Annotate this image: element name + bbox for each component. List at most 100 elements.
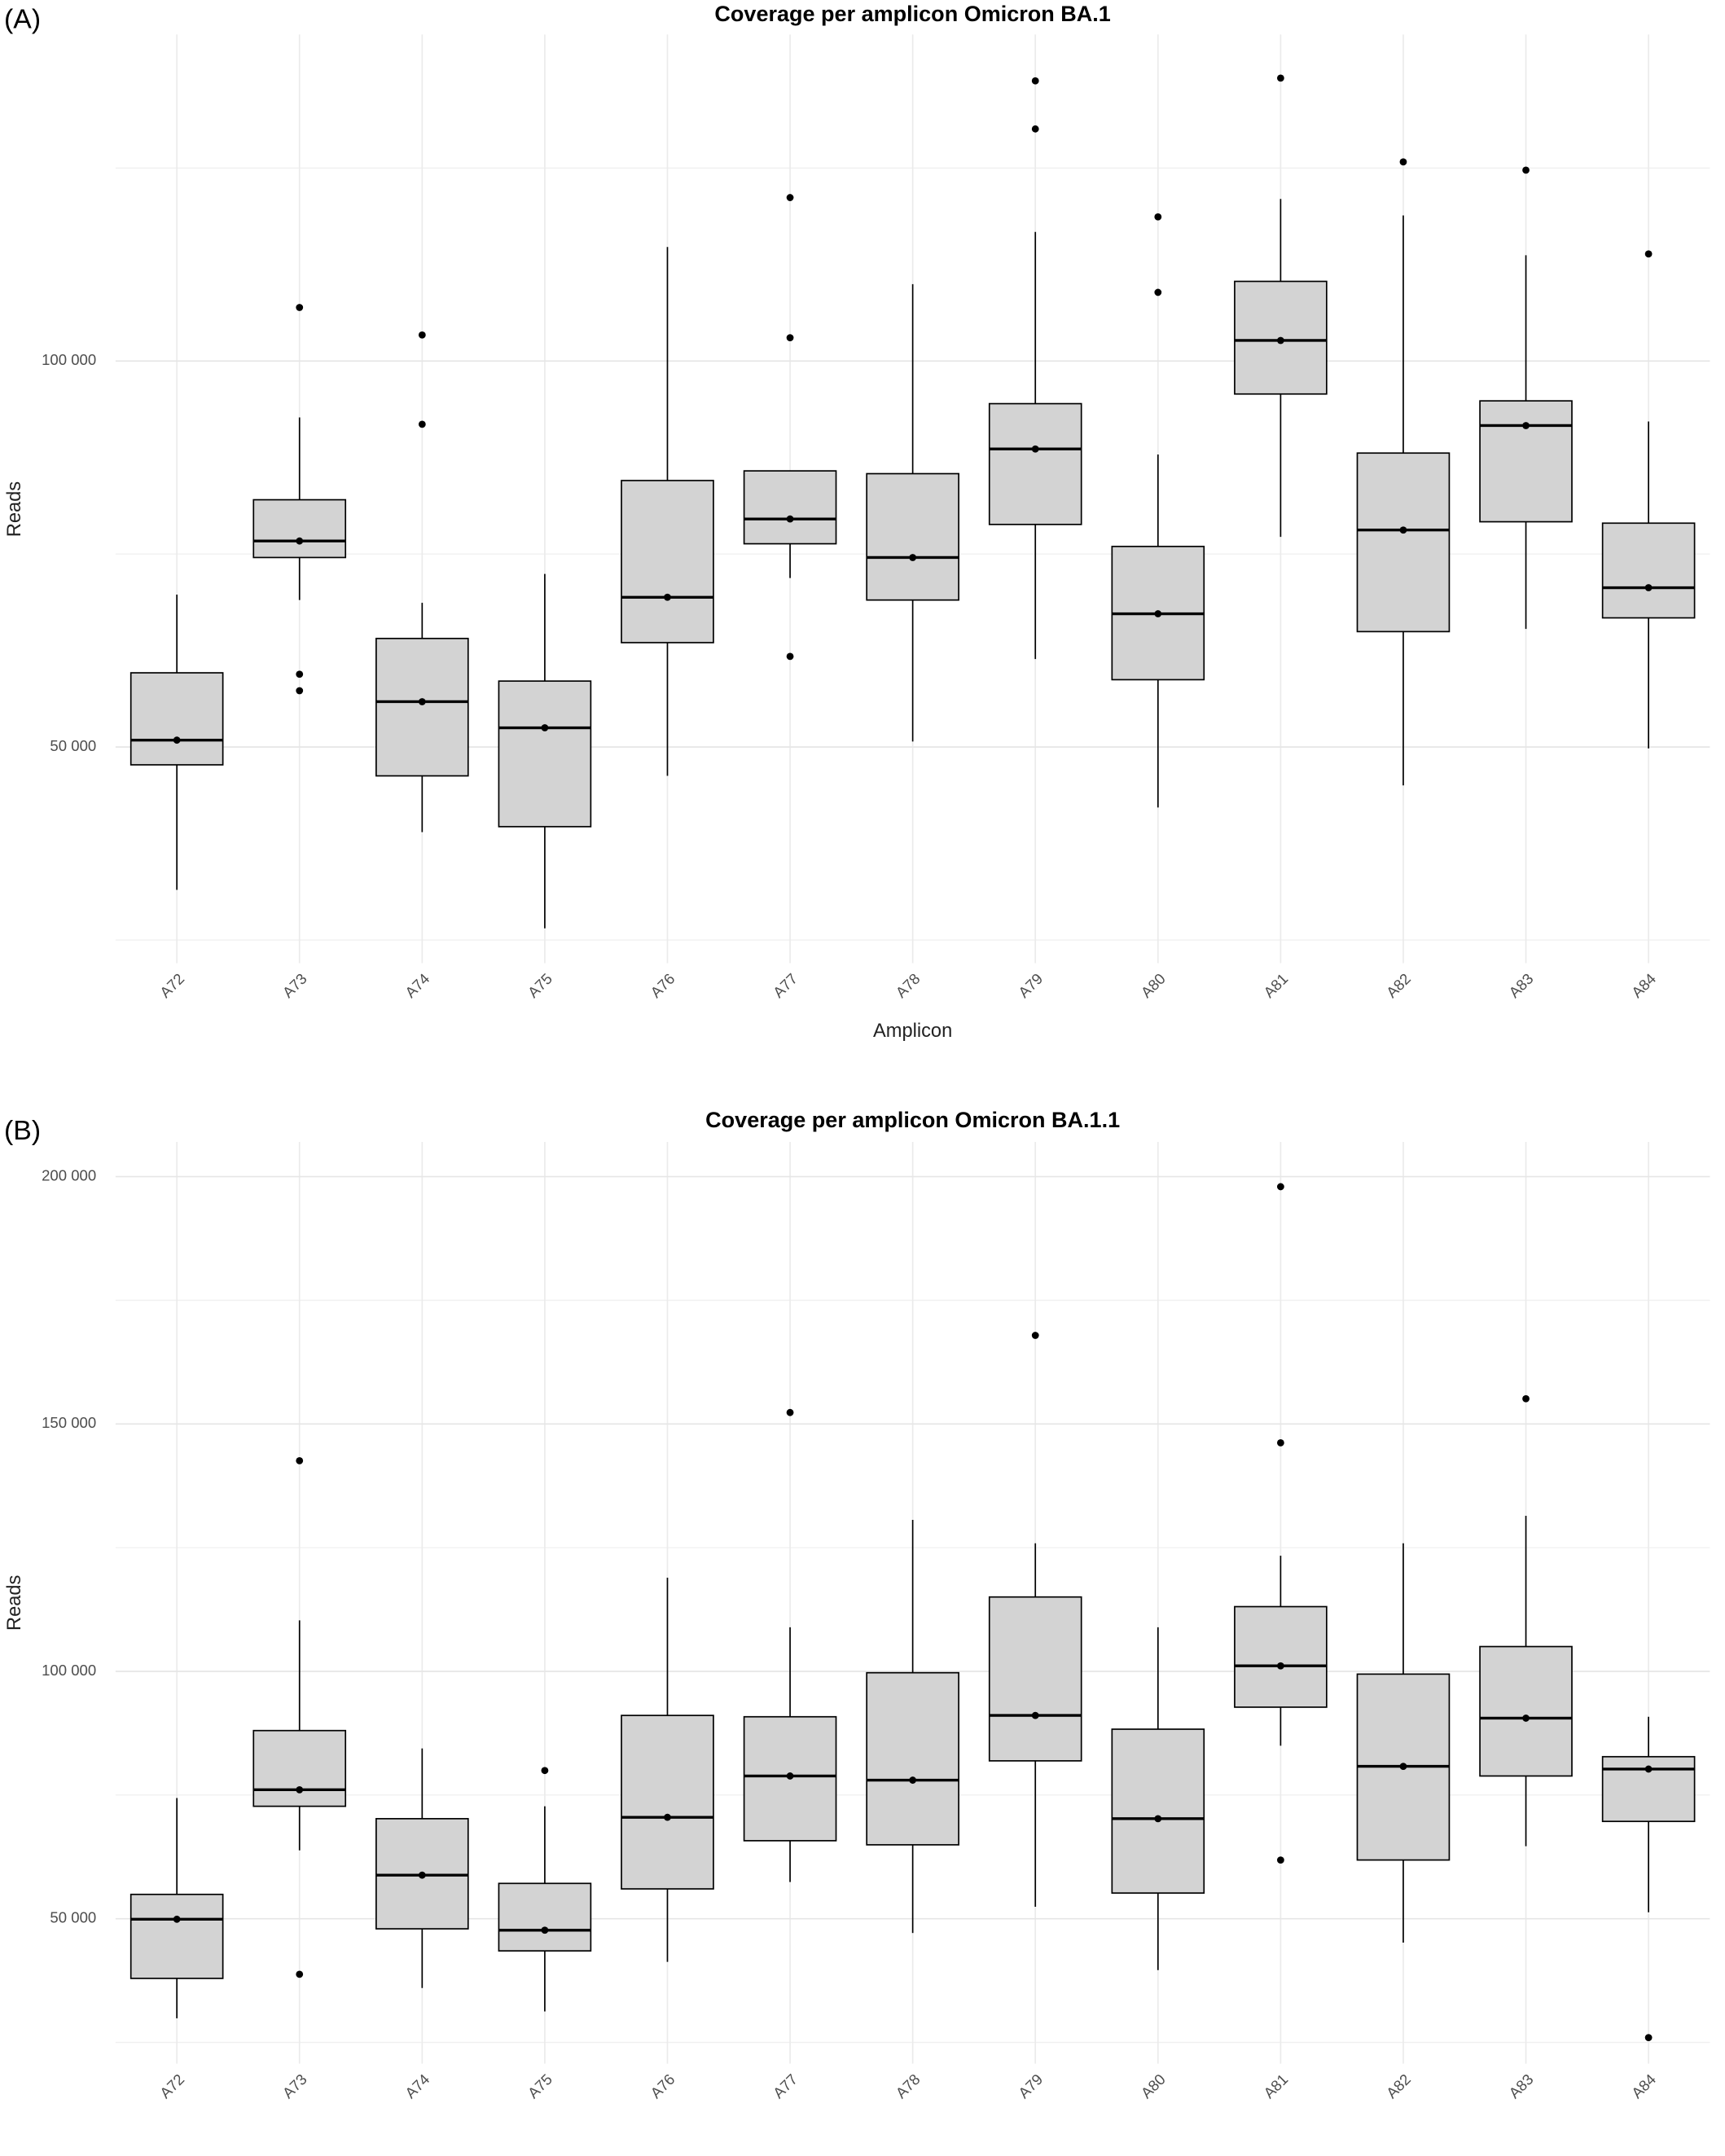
outlier [296,1970,304,1978]
outlier [541,1767,549,1775]
outlier [1522,1394,1530,1403]
box [1479,400,1573,523]
median-dot [173,1915,181,1923]
x-tick-label: A81 [1260,2070,1291,2101]
median-dot [1399,526,1407,534]
outlier [1031,77,1039,85]
x-tick-label: A78 [892,970,923,1001]
x-tick-label: A80 [1138,2070,1169,2101]
box [252,498,347,559]
outlier [1276,1438,1284,1447]
x-tick-label: A73 [279,970,310,1001]
outlier [1031,125,1039,133]
outlier [1031,1332,1039,1339]
box [866,472,959,601]
median-dot [1522,1715,1530,1722]
x-tick-label: A74 [402,2070,432,2101]
y-tick-label: 50 000 [50,1909,96,1926]
x-axis-label: Amplicon [873,1021,952,1042]
median-dot [786,515,794,523]
x-tick-label: A83 [1505,2070,1536,2101]
outlier [296,687,304,695]
y-tick-label: 50 000 [50,737,96,754]
box [252,1729,347,1807]
outlier [786,652,794,661]
outlier [296,1456,304,1464]
box [1111,1728,1205,1895]
box [621,1715,714,1890]
y-tick-label: 100 000 [42,1662,96,1679]
median-dot [541,1926,549,1934]
x-tick-label: A75 [525,2070,555,2101]
x-tick-label: A83 [1505,970,1536,1001]
median-dot [418,1871,426,1879]
x-tick-label: A82 [1383,970,1414,1001]
median-dot [1399,1763,1407,1770]
median-dot [786,1772,794,1780]
median-dot [664,593,671,601]
x-tick-label: A80 [1138,970,1169,1001]
outlier [1644,250,1653,258]
outlier [1276,74,1284,82]
box [988,1596,1082,1762]
median-dot [1154,1815,1162,1823]
outlier [1522,166,1530,174]
median-dot [296,1785,304,1794]
median-dot [1644,1765,1653,1773]
outlier [1154,288,1162,296]
y-axis-label: Reads [4,1575,25,1631]
median-dot [1031,1711,1039,1719]
median-dot [664,1813,671,1821]
x-tick-label: A76 [647,970,678,1001]
x-tick-label: A75 [525,970,555,1001]
chart-title: Coverage per amplicon Omicron BA.1 [714,2,1110,26]
outlier [1154,213,1162,221]
y-tick-label: 200 000 [42,1166,96,1183]
panel-label: (B) [4,1115,41,1146]
x-tick-label: A77 [770,2070,801,2101]
outlier [296,670,304,678]
y-tick-label: 100 000 [42,351,96,368]
median-dot [1276,336,1284,345]
median-dot [296,537,304,545]
median-dot [418,698,426,705]
y-tick-label: 150 000 [42,1414,96,1431]
y-axis-label: Reads [4,481,25,537]
x-tick-label: A74 [402,970,432,1001]
median-dot [909,554,917,561]
outlier [1276,1183,1284,1191]
x-tick-label: A72 [156,970,187,1001]
median-dot [1154,610,1162,617]
panel-label: (A) [4,3,41,34]
chart-title: Coverage per amplicon Omicron BA.1.1 [705,1108,1120,1132]
box [129,1893,224,1979]
outlier [296,304,304,311]
median-dot [1644,584,1653,591]
box [866,1671,959,1846]
outlier [1644,2034,1653,2042]
x-tick-label: A73 [279,2070,310,2101]
x-tick-label: A84 [1628,970,1659,1001]
median-dot [1276,1662,1284,1670]
x-tick-label: A84 [1628,2070,1659,2101]
box [1356,452,1451,633]
outlier [1399,158,1407,166]
median-dot [1031,445,1039,453]
box [1234,1605,1328,1708]
x-tick-label: A72 [156,2070,187,2101]
outlier [418,331,426,339]
box [498,1882,592,1952]
box [1601,522,1696,619]
box [621,480,714,643]
box [498,680,592,828]
outlier [1276,1856,1284,1864]
outlier [786,1408,794,1416]
median-dot [1522,422,1530,429]
median-dot [909,1776,917,1784]
x-tick-label: A82 [1383,2070,1414,2101]
outlier [786,194,794,201]
box [743,470,837,545]
median-dot [173,736,181,744]
